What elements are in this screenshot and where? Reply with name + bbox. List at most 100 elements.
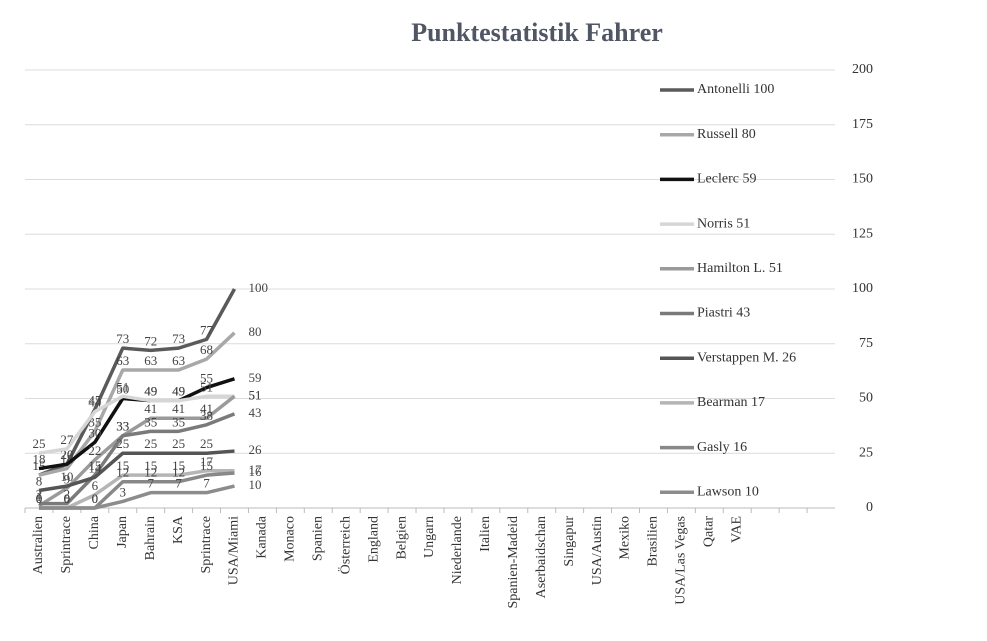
x-tick-label: Spanien-Madeid <box>506 516 521 609</box>
chart-title: Punktestatistik Fahrer <box>411 18 663 47</box>
data-label: 49 <box>172 384 185 399</box>
data-label: 1 <box>36 489 43 504</box>
series-line <box>38 394 235 455</box>
x-tick-label: USA/Austin <box>590 516 605 585</box>
data-label: 15 <box>116 458 129 473</box>
data-label: 35 <box>144 414 157 429</box>
x-tick-label: VAE <box>729 516 744 543</box>
legend-label: Gasly 16 <box>697 440 747 455</box>
data-label: 0 <box>36 491 43 506</box>
data-label: 63 <box>144 353 157 368</box>
data-label: 35 <box>172 414 185 429</box>
data-label: 0 <box>64 491 71 506</box>
x-tick-label: Sprintrace <box>199 516 214 574</box>
data-label: 100 <box>248 280 268 295</box>
legend-label: Antonelli 100 <box>697 82 774 97</box>
data-label: 0 <box>64 491 71 506</box>
x-tick-label: Singapur <box>562 516 577 567</box>
data-label: 7 <box>175 476 182 491</box>
x-tick-label: Italien <box>478 516 493 552</box>
data-label: 0 <box>92 491 99 506</box>
data-label: 14 <box>88 460 102 475</box>
y-tick-label: 100 <box>852 281 873 296</box>
x-tick-label: KSA <box>171 515 186 544</box>
data-label: 8 <box>36 473 43 488</box>
x-tick-label: England <box>366 516 381 563</box>
data-label: 73 <box>172 331 185 346</box>
series-line <box>38 449 235 493</box>
data-label: 18 <box>32 452 45 467</box>
data-label: 17 <box>200 454 214 469</box>
x-tick-label: Brasilien <box>646 516 661 567</box>
data-label: 51 <box>248 387 261 402</box>
data-label: 7 <box>203 476 210 491</box>
data-label: 49 <box>144 384 157 399</box>
data-label: 68 <box>200 342 213 357</box>
y-tick-label: 175 <box>852 117 873 132</box>
x-tick-label: USA/Las Vegas <box>674 516 689 605</box>
legend-label: Verstappen M. 26 <box>697 350 796 365</box>
y-tick-label: 150 <box>852 172 873 187</box>
series-line <box>38 288 237 477</box>
data-label: 0 <box>36 491 43 506</box>
data-label: 77 <box>200 322 214 337</box>
legend-label: Russell 80 <box>697 127 756 142</box>
data-label: 38 <box>200 408 213 423</box>
data-label: 45 <box>88 392 101 407</box>
x-tick-label: Australien <box>31 516 46 574</box>
data-label: 15 <box>88 458 101 473</box>
y-tick-label: 75 <box>859 336 873 351</box>
data-label: 41 <box>144 401 157 416</box>
legend-label: Norris 51 <box>697 216 750 231</box>
legend-label: Leclerc 59 <box>697 172 756 187</box>
data-label: 63 <box>116 353 129 368</box>
x-tick-label: Bahrain <box>143 516 158 560</box>
legend-label: Lawson 10 <box>697 485 759 500</box>
x-tick-label: Mexiko <box>618 516 633 560</box>
y-tick-label: 50 <box>859 391 873 406</box>
y-tick-label: 25 <box>859 445 873 460</box>
series-line <box>38 484 235 510</box>
x-tick-label: Österreich <box>336 516 353 574</box>
data-label: 33 <box>116 419 129 434</box>
data-label: 43 <box>248 405 261 420</box>
data-label: 26 <box>248 442 262 457</box>
y-tick-label: 200 <box>852 62 873 77</box>
data-label: 25 <box>116 436 129 451</box>
data-label: 12 <box>144 465 157 480</box>
data-label: 16 <box>248 464 262 479</box>
data-label: 2 <box>36 487 43 502</box>
data-label: 59 <box>248 370 261 385</box>
data-label: 73 <box>116 331 129 346</box>
y-tick-label: 125 <box>852 226 873 241</box>
series-line <box>38 469 235 510</box>
x-tick-label: Belgien <box>394 516 409 560</box>
series-line <box>38 412 236 506</box>
y-tick-label: 0 <box>866 500 873 515</box>
x-tick-label: Ungarn <box>422 516 437 558</box>
data-label: 41 <box>200 401 213 416</box>
legend-label: Bearman 17 <box>697 395 765 410</box>
data-label: 51 <box>200 379 213 394</box>
data-label: 50 <box>116 381 129 396</box>
x-tick-label: Kanada <box>255 515 270 559</box>
x-tick-label: Japan <box>115 516 130 548</box>
x-tick-label: China <box>87 515 102 549</box>
data-label: 10 <box>60 469 73 484</box>
data-label: 25 <box>172 436 185 451</box>
data-label: 6 <box>92 478 99 493</box>
data-label: 63 <box>172 353 185 368</box>
data-label: 12 <box>116 465 129 480</box>
data-label: 0 <box>64 491 71 506</box>
data-label: 51 <box>116 379 129 394</box>
data-label: 12 <box>172 465 185 480</box>
data-label: 17 <box>248 462 262 477</box>
data-label: 15 <box>144 458 157 473</box>
data-label: 51 <box>248 387 261 402</box>
data-label: 0 <box>92 491 99 506</box>
data-label: 30 <box>88 425 101 440</box>
data-label: 25 <box>32 436 45 451</box>
data-label: 22 <box>88 443 101 458</box>
